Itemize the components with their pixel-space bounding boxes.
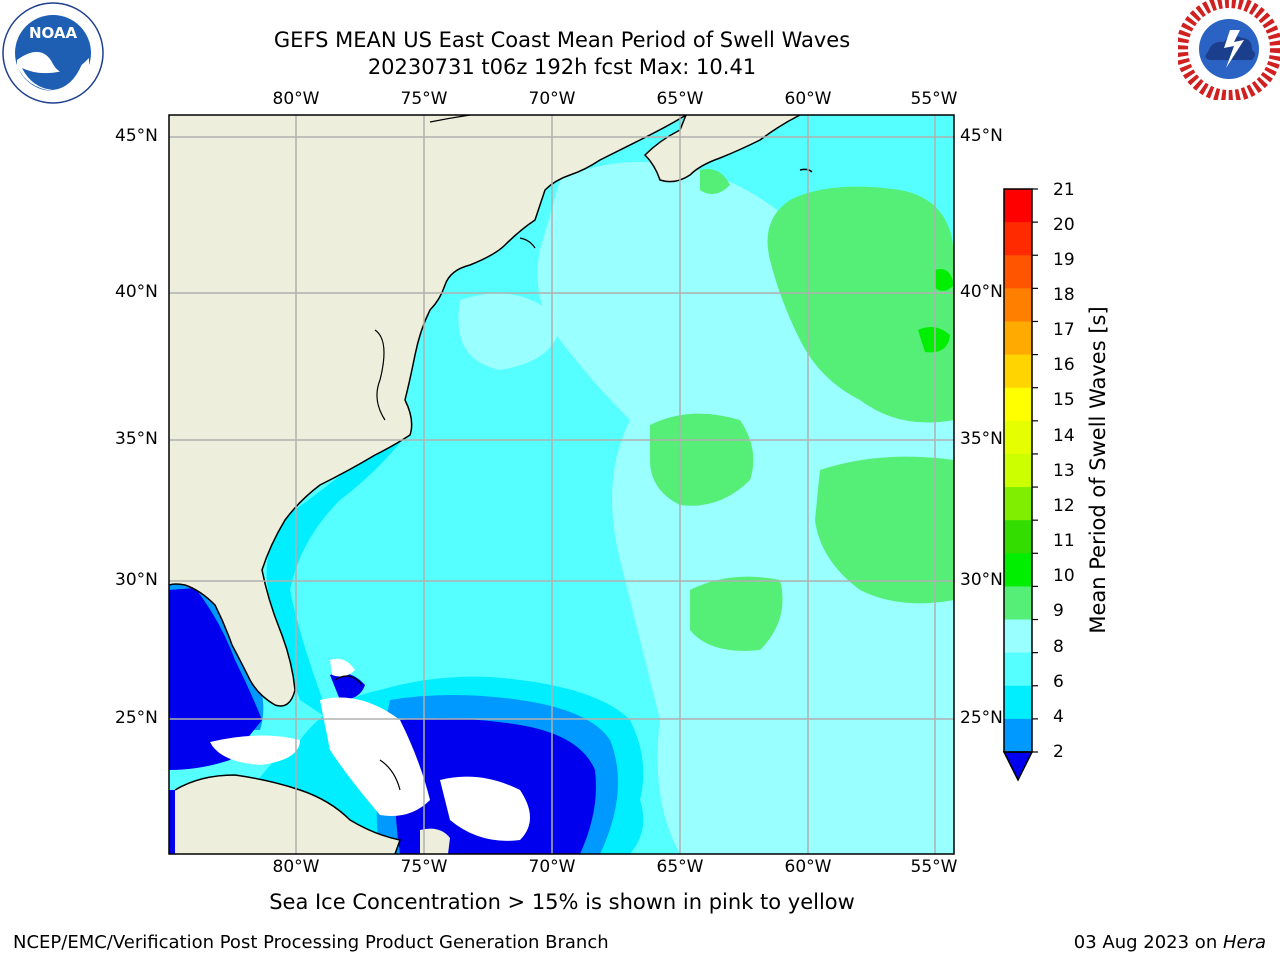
colorbar-title: Mean Period of Swell Waves [s] [1086, 306, 1110, 634]
masked-area-cuba-north [210, 735, 300, 765]
colorbar-tick-label: 10 [1053, 566, 1075, 586]
colorbar-tick-label: 16 [1053, 355, 1075, 375]
map-frame [168, 114, 955, 855]
map-title: GEFS MEAN US East Coast Mean Period of S… [273, 28, 851, 52]
lon-label-top: 75°W [400, 89, 448, 109]
colorbar-tick-label: 6 [1053, 672, 1064, 692]
colorbar-segment [1004, 189, 1032, 223]
colorbar-tick-label: 20 [1053, 215, 1075, 235]
masked-area-hispaniola [440, 776, 530, 841]
lat-label-left: 35°N [115, 429, 158, 449]
colorbar [1002, 188, 1038, 782]
colorbar-segment [1004, 685, 1032, 720]
lat-label-left: 40°N [115, 282, 158, 302]
colorbar-tick-label: 14 [1053, 426, 1075, 446]
colorbar-segment [1004, 288, 1032, 322]
map-subtitle: 20230731 t06z 192h fcst Max: 10.41 [367, 55, 757, 79]
lon-label-bottom: 80°W [272, 857, 320, 877]
lat-label-left: 45°N [115, 126, 158, 146]
colorbar-tick-label: 18 [1053, 285, 1075, 305]
noaa-logo-text: NOAA [29, 24, 78, 42]
colorbar-extend-triangle [1002, 751, 1034, 782]
colorbar-tick-label: 12 [1053, 496, 1075, 516]
period-9-10-south [690, 576, 783, 651]
credit-text: NCEP/EMC/Verification Post Processing Pr… [13, 932, 609, 953]
colorbar-tick-label: 17 [1053, 320, 1075, 340]
noaa-logo-icon: NOAA [2, 2, 104, 104]
lon-label-bottom: 65°W [656, 857, 704, 877]
lon-label-top: 80°W [272, 89, 320, 109]
lon-label-bottom: 70°W [528, 857, 576, 877]
lat-label-right: 35°N [960, 429, 1003, 449]
coastline-us [169, 115, 687, 707]
colorbar-segment [1004, 453, 1032, 488]
lat-label-right: 45°N [960, 126, 1003, 146]
colorbar-segment [1004, 420, 1032, 455]
colorbar-tick-label: 2 [1053, 742, 1064, 762]
machine-name: Hera [1222, 932, 1266, 953]
lon-label-top: 55°W [910, 89, 958, 109]
period-8-9-patch [458, 293, 560, 370]
lat-label-right: 40°N [960, 282, 1003, 302]
nws-logo-icon [1178, 0, 1280, 100]
colorbar-segment [1004, 321, 1032, 356]
lat-label-left: 25°N [115, 708, 158, 728]
period-9-10-north [767, 186, 954, 423]
sea-ice-note: Sea Ice Concentration > 15% is shown in … [269, 890, 855, 914]
date-text: 03 Aug 2023 on [1073, 932, 1223, 953]
colorbar-tick-label: 8 [1053, 637, 1064, 657]
period-below-2-gulf [169, 588, 262, 770]
colorbar-segment [1004, 255, 1032, 289]
colorbar-tick-label: 11 [1053, 531, 1075, 551]
lat-label-left: 30°N [115, 570, 158, 590]
colorbar-segment [1004, 586, 1032, 621]
colorbar-segment [1004, 718, 1032, 753]
land-cuba [175, 775, 400, 854]
lat-label-right: 25°N [960, 708, 1003, 728]
colorbar-segment [1004, 387, 1032, 422]
period-9-10-center [650, 413, 754, 506]
period-4-6-coast [266, 380, 410, 720]
colorbar-tick-label: 4 [1053, 707, 1064, 727]
colorbar-frame [1003, 188, 1033, 753]
colorbar-segment [1004, 520, 1032, 554]
lon-label-top: 65°W [656, 89, 704, 109]
land-nova-scotia [645, 115, 800, 182]
lon-label-bottom: 75°W [400, 857, 448, 877]
lon-label-bottom: 55°W [910, 857, 958, 877]
colorbar-tick-label: 9 [1053, 601, 1064, 621]
colorbar-segment [1004, 652, 1032, 687]
lon-label-top: 70°W [528, 89, 576, 109]
colorbar-tick-label: 19 [1053, 250, 1075, 270]
colorbar-tick-label: 13 [1053, 461, 1075, 481]
graticule [169, 115, 954, 854]
lat-label-right: 30°N [960, 570, 1003, 590]
coastline-cuba [174, 774, 401, 854]
lon-label-bottom: 60°W [784, 857, 832, 877]
period-9-10-east [815, 456, 954, 604]
colorbar-segment [1004, 354, 1032, 389]
masked-area-bahamas [320, 697, 430, 816]
colorbar-segment [1004, 487, 1032, 521]
date-stamp: 03 Aug 2023 on Hera [1074, 932, 1266, 953]
map-field [169, 115, 954, 854]
colorbar-segment [1004, 553, 1032, 587]
colorbar-tick-label: 21 [1053, 180, 1075, 200]
colorbar-segment [1004, 222, 1032, 256]
colorbar-segment [1004, 619, 1032, 654]
colorbar-tick-label: 15 [1053, 390, 1075, 410]
period-10-11-patch [918, 326, 950, 353]
lon-label-top: 60°W [784, 89, 832, 109]
land-us-east-coast [169, 115, 686, 706]
coastline-nova-scotia [643, 115, 801, 183]
